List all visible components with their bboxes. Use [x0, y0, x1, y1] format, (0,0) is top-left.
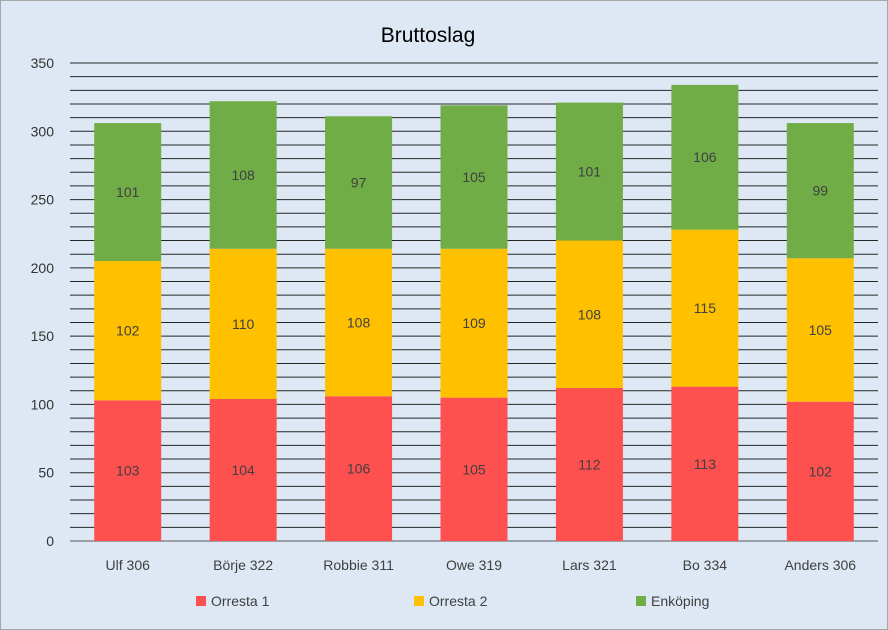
- y-tick-label: 300: [31, 123, 55, 139]
- y-tick-label: 100: [31, 396, 55, 412]
- x-tick-label: Ulf 306: [106, 557, 151, 573]
- bar-orresta-1: [555, 388, 623, 541]
- bar-orresta-2: [786, 258, 854, 402]
- y-tick-label: 250: [31, 192, 55, 208]
- data-label: 105: [809, 322, 833, 338]
- data-label: 101: [116, 184, 140, 200]
- data-label: 99: [812, 183, 828, 199]
- data-label: 108: [347, 314, 371, 330]
- bar-orresta-2: [555, 240, 623, 389]
- data-label: 105: [462, 461, 486, 477]
- legend-swatch: [196, 596, 206, 606]
- data-label: 115: [694, 300, 717, 316]
- data-label: 105: [462, 169, 486, 185]
- y-tick-label: 0: [46, 533, 54, 549]
- x-tick-label: Lars 321: [562, 557, 617, 573]
- data-label: 108: [231, 167, 255, 183]
- data-label: 113: [694, 456, 717, 472]
- legend-label: Orresta 2: [429, 593, 488, 609]
- bar-enk-ping: [94, 123, 162, 262]
- y-tick-label: 350: [31, 55, 55, 71]
- x-tick-label: Bo 334: [683, 557, 728, 573]
- bar-enk-ping: [555, 102, 623, 241]
- x-tick-label: Robbie 311: [323, 557, 394, 573]
- data-label: 104: [231, 462, 255, 478]
- bar-enk-ping: [209, 101, 277, 249]
- bar-enk-ping: [325, 116, 393, 249]
- bar-orresta-2: [671, 229, 739, 387]
- bar-orresta-2: [325, 248, 393, 397]
- legend-swatch: [414, 596, 424, 606]
- legend-label: Enköping: [651, 593, 709, 609]
- data-label: 110: [232, 316, 255, 332]
- bar-orresta-1: [94, 400, 162, 541]
- y-tick-label: 200: [31, 260, 55, 276]
- x-tick-label: Anders 306: [784, 557, 856, 573]
- data-label: 109: [462, 315, 486, 331]
- data-label: 102: [809, 463, 833, 479]
- x-tick-label: Börje 322: [213, 557, 273, 573]
- legend-swatch: [636, 596, 646, 606]
- bar-enk-ping: [671, 84, 739, 230]
- data-label: 97: [351, 175, 367, 191]
- data-label: 106: [347, 461, 371, 477]
- bar-orresta-2: [209, 248, 277, 399]
- bar-orresta-1: [209, 398, 277, 541]
- data-label: 103: [116, 463, 140, 479]
- data-label: 106: [693, 149, 717, 165]
- bar-enk-ping: [786, 123, 854, 259]
- bar-orresta-2: [440, 248, 508, 398]
- bar-orresta-2: [94, 261, 162, 401]
- chart-title: Bruttoslag: [381, 24, 476, 47]
- bar-orresta-1: [671, 386, 739, 541]
- legend-label: Orresta 1: [211, 593, 270, 609]
- data-label: 108: [578, 306, 602, 322]
- bar-enk-ping: [440, 105, 508, 249]
- bar-orresta-1: [440, 397, 508, 541]
- bar-orresta-1: [325, 396, 393, 541]
- y-tick-label: 50: [38, 465, 54, 481]
- data-label: 101: [578, 164, 602, 180]
- data-label: 112: [578, 457, 601, 473]
- x-tick-label: Owe 319: [446, 557, 502, 573]
- y-tick-label: 150: [31, 328, 55, 344]
- data-label: 102: [116, 323, 140, 339]
- bar-orresta-1: [786, 401, 854, 541]
